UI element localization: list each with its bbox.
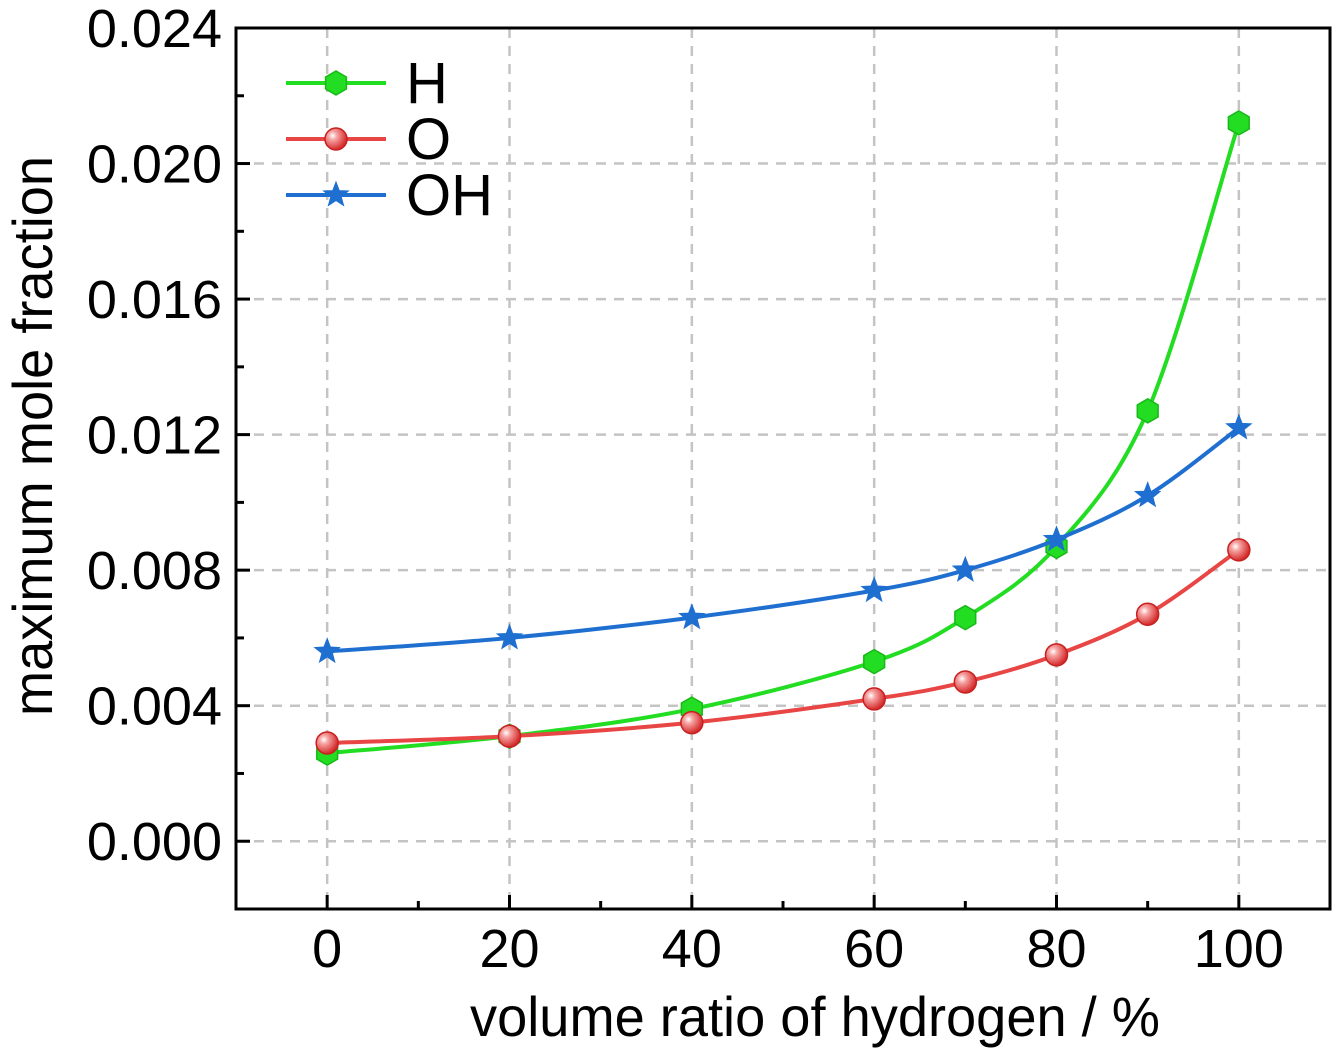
legend-marker [324, 70, 348, 96]
data-point-oh [1225, 413, 1253, 440]
x-tick-label: 60 [844, 919, 904, 979]
data-point-o [680, 710, 704, 735]
data-point-o [862, 687, 886, 711]
series-o [315, 538, 1251, 755]
legend-item-oh: OH [286, 163, 493, 228]
legend-item-h: H [286, 51, 448, 116]
data-point-o [1227, 538, 1251, 562]
x-tick-label: 40 [662, 919, 722, 979]
series-oh [313, 413, 1253, 664]
data-point-oh [313, 637, 341, 664]
data-point-o [1135, 602, 1160, 626]
y-tick-label: 0.016 [87, 270, 222, 330]
axes: 0 20 40 60 80 100 0.000 0.004 0.008 0.012 0.016 0.0… [87, 0, 1332, 979]
x-tick-label: 100 [1194, 919, 1284, 979]
data-point-oh [1133, 481, 1162, 508]
plot-frame [234, 26, 1332, 911]
legend-marker [324, 127, 348, 151]
x-tick-label: 80 [1026, 919, 1086, 979]
legend-label: H [406, 51, 448, 116]
data-point-o [315, 731, 339, 755]
legend-marker [322, 180, 350, 207]
y-tick-label: 0.012 [87, 406, 222, 466]
data-point-h [1136, 398, 1159, 424]
x-tick-label: 0 [312, 919, 342, 979]
legend-label: OH [406, 163, 493, 228]
legend-label: O [406, 107, 451, 172]
data-point-h [954, 604, 977, 631]
x-tick-label: 20 [479, 919, 539, 979]
data-point-o [497, 724, 522, 748]
y-axis-title: maximum mole fraction [1, 156, 64, 716]
series-line-oh [327, 426, 1241, 654]
data-point-oh [951, 555, 980, 582]
data-point-oh [495, 623, 524, 650]
data-point-o [953, 670, 978, 694]
series-line-o [327, 548, 1240, 745]
data-point-h [863, 648, 886, 675]
x-axis-title: volume ratio of hydrogen / % [470, 985, 1160, 1048]
legend-item-o: O [286, 107, 451, 172]
y-tick-label: 0.000 [87, 812, 222, 872]
y-tick-label: 0.024 [87, 0, 222, 59]
data-point-oh [860, 576, 888, 603]
data-point-h [1227, 110, 1250, 136]
y-tick-label: 0.008 [87, 541, 222, 601]
data-point-oh [678, 603, 706, 630]
series [313, 110, 1253, 766]
grid [236, 26, 1330, 909]
data-point-o [1044, 643, 1069, 667]
y-tick-label: 0.004 [87, 677, 222, 737]
y-tick-label: 0.020 [87, 135, 222, 195]
data-point-oh [1042, 525, 1071, 552]
